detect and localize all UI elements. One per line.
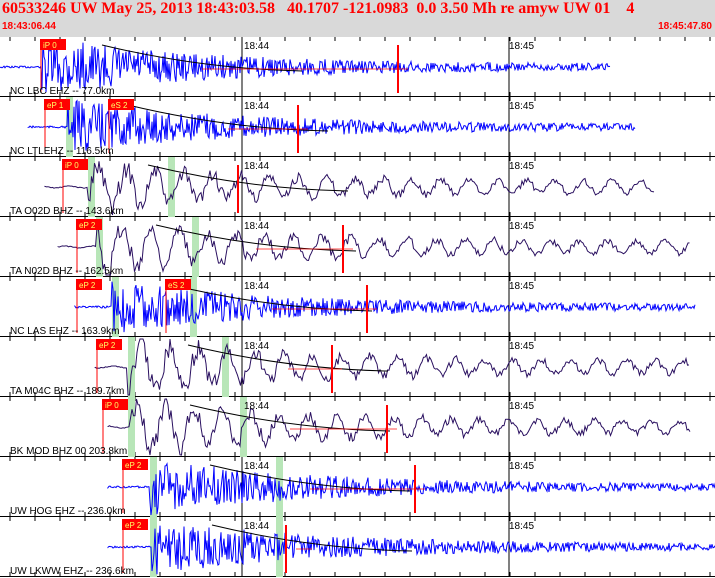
pick-window-band bbox=[240, 397, 247, 457]
time-label: 18:45 bbox=[509, 341, 534, 352]
travel-time-curve bbox=[127, 104, 329, 132]
waveform-trace[interactable] bbox=[107, 525, 715, 575]
channel-label: NC LTLEHZ -- 116.5km bbox=[10, 146, 114, 157]
phase-pick-tag[interactable] bbox=[44, 99, 70, 110]
pick-window-band bbox=[128, 397, 135, 457]
phase-pick-tag[interactable] bbox=[96, 339, 122, 350]
channel-label: UW HOG EHZ -- 236.0km bbox=[10, 506, 126, 517]
time-label: 18:44 bbox=[244, 41, 269, 52]
phase-pick-label: iP 0 bbox=[65, 161, 79, 170]
pick-window-band bbox=[150, 457, 157, 517]
travel-time-curve bbox=[147, 164, 349, 192]
event-title: 60533246 UW May 25, 2013 18:43:03.58 40.… bbox=[2, 0, 635, 17]
waveform-trace[interactable] bbox=[94, 338, 690, 396]
phase-pick-label: eS 2 bbox=[111, 101, 128, 110]
waveform-trace[interactable] bbox=[27, 99, 636, 151]
channel-label: UW LKWW EHZ -- 236.6km bbox=[10, 566, 134, 577]
travel-time-curve bbox=[187, 344, 389, 372]
time-label: 18:45 bbox=[509, 101, 534, 112]
phase-pick-tag[interactable] bbox=[102, 399, 128, 410]
window-end-time: 18:45:47.80 bbox=[658, 21, 712, 32]
channel-label: NC LBC EHZ -- 77.0km bbox=[10, 86, 114, 97]
phase-pick-label: eP 2 bbox=[79, 221, 96, 230]
phase-pick-tag[interactable] bbox=[165, 279, 191, 290]
waveform-trace[interactable] bbox=[57, 224, 690, 276]
pick-window-band bbox=[66, 97, 73, 157]
pick-window-band bbox=[96, 217, 103, 277]
time-label: 18:44 bbox=[244, 461, 269, 472]
time-label: 18:45 bbox=[509, 401, 534, 412]
phase-pick-label: eP 1 bbox=[47, 101, 64, 110]
time-label: 18:45 bbox=[509, 41, 534, 52]
time-label: 18:45 bbox=[509, 521, 534, 532]
time-label: 18:45 bbox=[509, 221, 534, 232]
pick-window-band bbox=[222, 337, 229, 397]
pick-window-band bbox=[150, 517, 157, 577]
travel-time-curve bbox=[189, 404, 391, 432]
channel-label: TA N02D BHZ -- 162.5km bbox=[10, 266, 123, 277]
waveform-trace[interactable] bbox=[74, 281, 696, 333]
waveform-trace[interactable] bbox=[44, 161, 655, 216]
phase-pick-label: eP 2 bbox=[125, 461, 142, 470]
travel-time-curve bbox=[211, 524, 413, 552]
channel-label: BK MOD BHZ 00 203.8km bbox=[10, 446, 127, 457]
phase-pick-label: iP 0 bbox=[105, 401, 119, 410]
phase-pick-label: eP 2 bbox=[79, 281, 96, 290]
time-label: 18:45 bbox=[509, 281, 534, 292]
time-label: 18:44 bbox=[244, 161, 269, 172]
phase-pick-tag[interactable] bbox=[40, 39, 66, 50]
pick-window-band bbox=[88, 157, 95, 217]
pick-window-band bbox=[128, 337, 135, 397]
time-label: 18:44 bbox=[244, 521, 269, 532]
pick-window-band bbox=[192, 217, 199, 277]
channel-label: NC LAS EHZ -- 163.9km bbox=[10, 326, 119, 337]
phase-pick-tag[interactable] bbox=[122, 459, 148, 470]
waveform-trace[interactable] bbox=[107, 398, 691, 456]
phase-pick-label: iP 0 bbox=[43, 41, 57, 50]
time-label: 18:44 bbox=[244, 281, 269, 292]
time-label: 18:45 bbox=[509, 461, 534, 472]
phase-pick-tag[interactable] bbox=[76, 279, 102, 290]
travel-time-curve bbox=[155, 224, 357, 252]
phase-pick-label: eP 2 bbox=[125, 521, 142, 530]
event-header: 60533246 UW May 25, 2013 18:43:03.58 40.… bbox=[0, 0, 715, 37]
channel-label: TA O02D BHZ -- 143.6km bbox=[10, 206, 124, 217]
phase-pick-tag[interactable] bbox=[108, 99, 134, 110]
time-label: 18:44 bbox=[244, 101, 269, 112]
waveform-trace[interactable] bbox=[107, 462, 715, 516]
pick-window-band bbox=[168, 157, 175, 217]
phase-pick-label: eP 2 bbox=[99, 341, 116, 350]
phase-pick-tag[interactable] bbox=[122, 519, 148, 530]
travel-time-curve bbox=[101, 44, 303, 72]
phase-pick-tag[interactable] bbox=[76, 219, 102, 230]
travel-time-curve bbox=[209, 464, 411, 492]
time-label: 18:45 bbox=[509, 161, 534, 172]
seismogram-panel[interactable]: iP 0 18:44 18:45 NC LBC EHZ -- 77.0km eP 1 eS… bbox=[0, 37, 715, 578]
pick-window-band bbox=[190, 277, 197, 337]
time-label: 18:44 bbox=[244, 221, 269, 232]
time-label: 18:44 bbox=[244, 401, 269, 412]
phase-pick-label: eS 2 bbox=[168, 281, 185, 290]
window-start-time: 18:43:06.44 bbox=[2, 21, 56, 32]
waveform-trace[interactable] bbox=[0, 38, 611, 93]
time-label: 18:44 bbox=[244, 341, 269, 352]
travel-time-curve bbox=[171, 284, 373, 312]
channel-label: TA M04C BHZ -- 189.7km bbox=[10, 386, 124, 397]
phase-pick-tag[interactable] bbox=[62, 159, 88, 170]
